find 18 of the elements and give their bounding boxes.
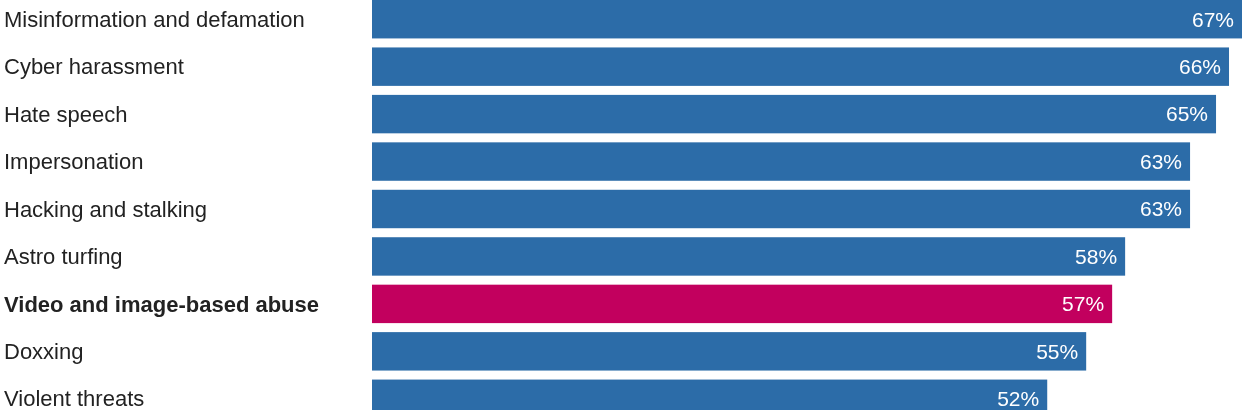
data-label: 67% [1191,7,1234,31]
data-label: 57% [1062,292,1105,316]
y-tick-label: Video and image-based abuse [4,291,320,317]
data-label: 66% [1178,55,1222,79]
y-tick-label: Misinformation and defamation [4,6,305,32]
data-label: 63% [1140,149,1183,173]
data-label: 55% [1036,339,1079,363]
data-label: 63% [1140,197,1183,221]
y-tick-label: Doxxing [4,339,84,365]
y-tick-label: Hate speech [4,101,128,127]
data-label: 58% [1075,244,1118,268]
y-tick-label: Violent threats [4,386,145,410]
data-label: 65% [1166,102,1209,126]
y-tick-label: Impersonation [4,149,144,175]
data-label: 52% [997,387,1040,410]
y-tick-label: Astro turfing [4,244,123,270]
y-tick-label: Hacking and stalking [4,196,208,222]
y-tick-label: Cyber harassment [4,54,184,80]
